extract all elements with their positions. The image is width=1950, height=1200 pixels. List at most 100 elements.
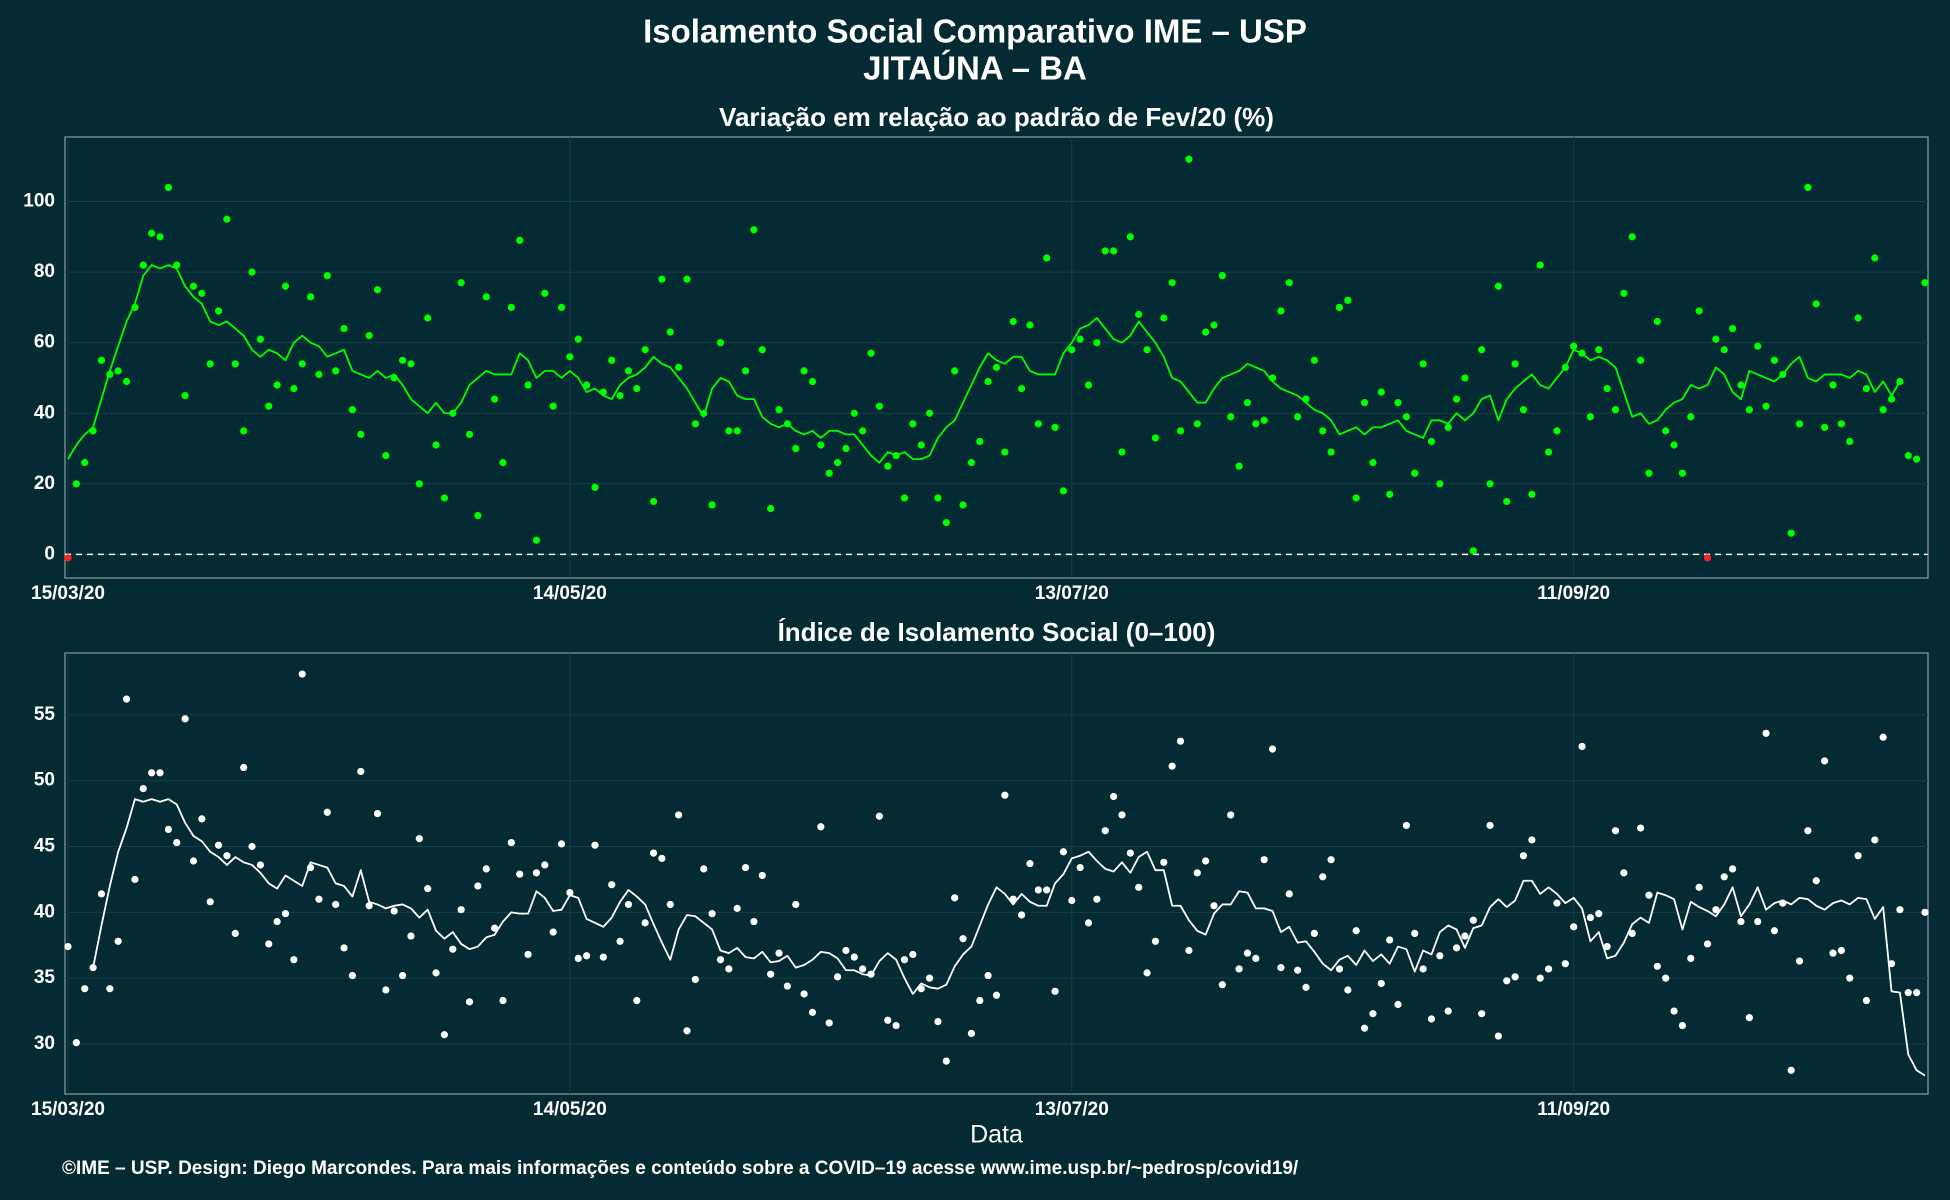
y-tick-label: 35 [34,967,56,988]
x-tick-label: 14/05/20 [533,583,607,604]
data-point [465,998,474,1006]
panel-title: Índice de Isolamento Social (0–100) [778,617,1216,647]
data-point [808,377,817,386]
data-point [532,869,541,877]
data-point [1118,811,1126,819]
data-point [725,965,733,973]
data-point [164,825,172,834]
data-point [884,462,892,470]
data-point [700,865,708,873]
data-point [1168,279,1176,287]
data-point [1703,554,1712,562]
data-point [1394,399,1402,407]
data-point [1310,929,1318,937]
data-point [382,986,390,994]
data-point [1135,310,1143,319]
data-point [1084,919,1093,927]
data-point [1904,451,1912,460]
data-point [524,381,532,389]
data-point [608,356,616,364]
data-point [181,715,189,723]
data-point [1193,869,1201,877]
data-point [398,971,407,980]
data-point [1110,792,1118,801]
data-point [273,381,281,389]
data-point [1636,824,1645,832]
data-point [767,504,775,513]
data-point [214,841,223,849]
data-point [1218,981,1226,989]
data-point [1511,973,1519,981]
data-point [1519,852,1528,860]
data-point [1745,1014,1753,1022]
data-point [373,810,382,818]
data-point [716,956,725,964]
data-point [148,229,156,237]
y-tick-label: 55 [34,704,56,725]
data-point [1093,339,1101,347]
data-point [1787,1066,1795,1074]
data-point [1176,737,1185,745]
data-point [1854,314,1862,322]
data-point [1126,233,1134,241]
data-point [583,952,591,960]
data-point [440,1031,449,1039]
data-point [1185,155,1193,163]
data-point [1754,342,1762,350]
data-point [1360,1024,1369,1032]
y-tick-label: 60 [34,332,55,353]
data-point [1176,427,1185,435]
series-line [67,264,1901,464]
data-point [859,965,867,973]
data-point [240,763,248,772]
data-point [1846,974,1854,982]
data-point [1770,927,1779,935]
data-point [1143,969,1151,977]
data-point [1043,254,1051,262]
data-point [206,360,214,368]
data-point [1210,321,1218,329]
data-point [148,769,156,777]
data-point [114,367,122,375]
data-point [1352,494,1360,502]
data-point [792,900,800,909]
data-point [1511,360,1519,368]
data-point [1059,848,1068,856]
data-point [1143,346,1151,354]
data-point [775,949,783,957]
data-point [691,975,699,984]
data-point [1202,328,1210,336]
data-point [1319,427,1327,435]
data-point [633,996,641,1005]
data-point [1227,413,1235,421]
data-point [348,971,357,980]
data-point [457,279,465,287]
data-point [1101,827,1109,835]
data-point [265,402,273,410]
data-point [549,402,557,410]
data-point [1135,883,1143,891]
data-point [1737,381,1745,389]
data-point [189,282,198,290]
panel-title: Variação em relação ao padrão de Fev/20 … [719,102,1274,132]
data-point [1059,487,1068,495]
data-point [557,840,566,848]
data-point [624,367,633,375]
data-point [1034,886,1042,894]
data-point [298,360,306,368]
data-point [967,459,976,467]
y-tick-label: 0 [44,543,55,564]
data-point [566,888,574,897]
data-point [599,953,607,961]
data-point [532,536,541,544]
x-tick-label: 15/03/20 [31,583,105,604]
data-point [1812,877,1820,885]
data-point [842,444,850,453]
data-point [875,812,883,820]
y-tick-label: 20 [34,473,55,494]
data-point [365,332,373,340]
data-point [1921,279,1929,287]
data-point [1494,1032,1502,1040]
data-point [231,929,239,937]
